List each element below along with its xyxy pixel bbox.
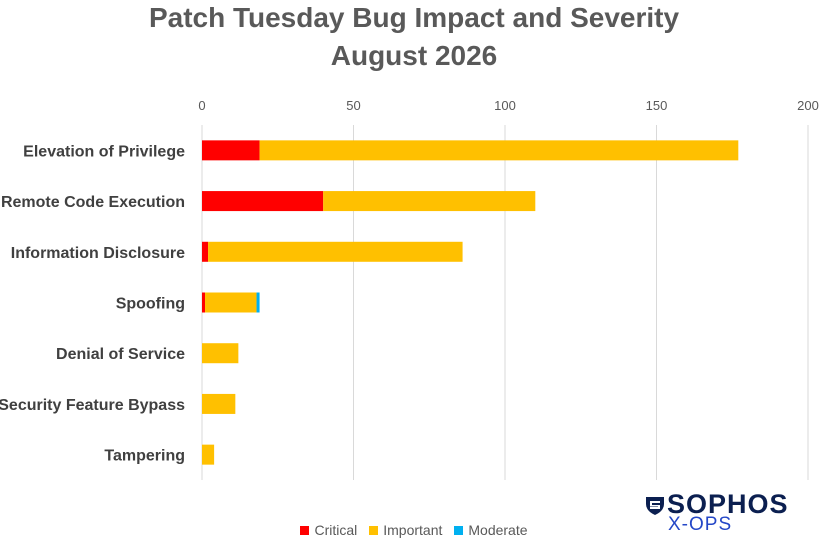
legend-label: Important (383, 522, 443, 538)
bar-segment-important (208, 241, 463, 262)
bar-segment-critical (202, 191, 324, 212)
chart-title: Patch Tuesday Bug Impact and Severity Au… (0, 0, 828, 73)
legend-swatch (300, 526, 310, 535)
legend-item-critical: Critical (300, 522, 357, 538)
bar-segment-moderate (256, 292, 260, 313)
x-tick-label: 100 (494, 98, 516, 113)
bar-segment-critical (202, 292, 206, 313)
x-axis-ticks: 0 50 100 150 200 (198, 98, 818, 113)
gridlines (201, 125, 809, 480)
bars (202, 140, 739, 465)
bar-segment-important (202, 393, 236, 414)
x-tick-label: 0 (198, 98, 205, 113)
legend-item-moderate: Moderate (454, 522, 528, 538)
x-tick-label: 150 (646, 98, 668, 113)
legend-swatch (454, 526, 464, 535)
legend-label: Critical (314, 522, 358, 538)
category-label: Remote Code Execution (1, 194, 185, 211)
category-label: Denial of Service (56, 346, 185, 363)
bar-segment-important (259, 140, 739, 161)
x-tick-label: 200 (797, 98, 819, 113)
x-tick-label: 50 (346, 98, 360, 113)
bar-segment-important (202, 343, 239, 364)
category-label: Spoofing (116, 296, 185, 313)
bar-segment-important (205, 292, 257, 313)
sophos-xops-logo: SOPHOS X-OPS (645, 489, 815, 537)
bar-segment-critical (202, 140, 260, 161)
legend-swatch (369, 526, 379, 535)
category-label: Information Disclosure (11, 245, 185, 262)
bar-segment-critical (202, 241, 209, 262)
category-label: Tampering (104, 448, 185, 465)
category-label: Elevation of Privilege (23, 143, 185, 160)
logo-subtitle: X-OPS (668, 514, 733, 535)
legend-label: Moderate (468, 522, 528, 538)
bar-segment-important (202, 444, 215, 465)
category-labels: Elevation of Privilege Remote Code Execut… (0, 143, 185, 464)
legend-item-important: Important (369, 522, 442, 538)
bar-segment-important (323, 191, 536, 212)
sophos-shield-icon (646, 497, 664, 515)
legend: Critical Important Moderate (0, 522, 828, 538)
chart-title-line-2: August 2026 (330, 40, 498, 71)
chart-title-line-1: Patch Tuesday Bug Impact and Severity (148, 2, 680, 33)
logo-wordmark: SOPHOS (667, 489, 789, 519)
category-label: Security Feature Bypass (0, 397, 185, 414)
